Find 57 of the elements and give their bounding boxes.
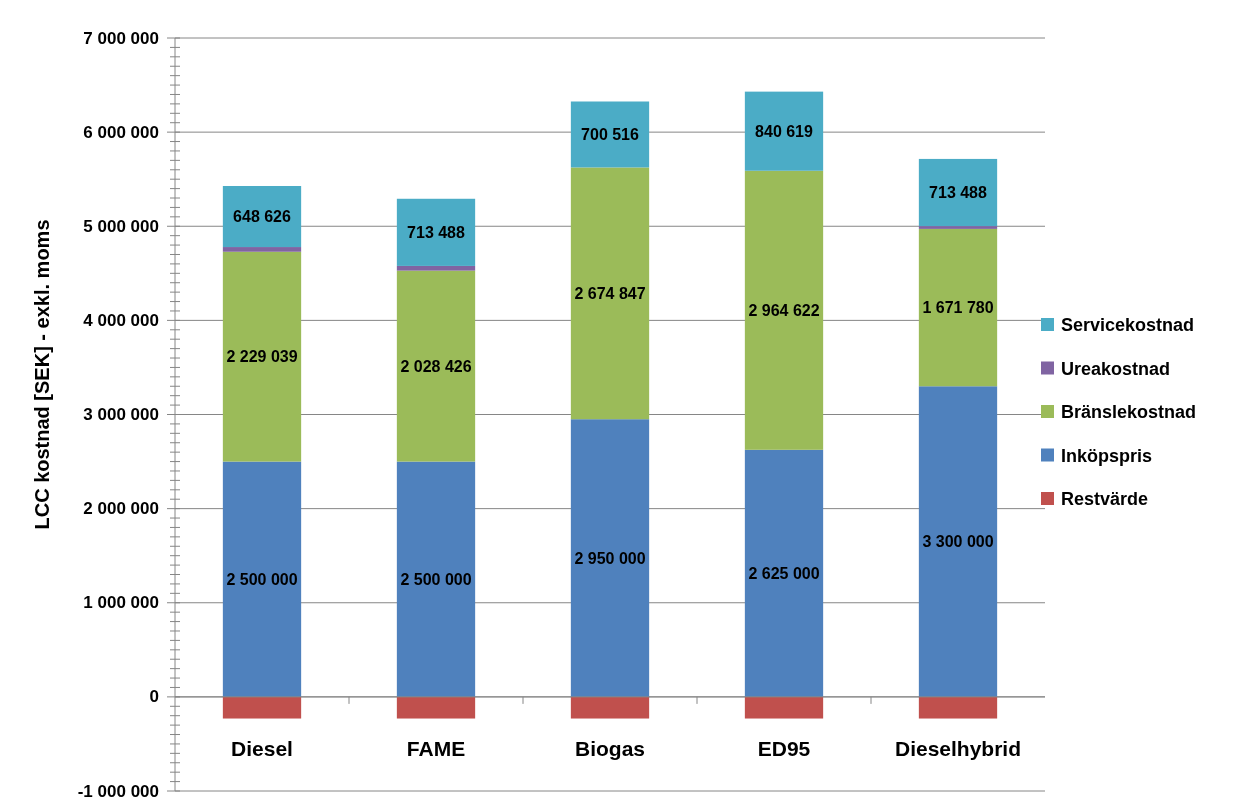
- bar: [222, 696, 302, 719]
- x-tick-label: Dieselhybrid: [894, 736, 1022, 760]
- legend-label: Bränslekostnad: [1061, 402, 1197, 422]
- x-tick-label: ED95: [757, 736, 811, 760]
- data-label: 3 300 000: [922, 533, 994, 551]
- x-tick-label: Diesel: [231, 736, 293, 760]
- y-tick-label: 1 000 000: [83, 593, 159, 613]
- bar: [744, 91, 824, 171]
- bar: [570, 696, 650, 719]
- y-tick-label: -1 000 000: [77, 781, 159, 801]
- bar: [396, 198, 476, 266]
- bar: [570, 101, 650, 168]
- data-label: 2 028 426: [400, 357, 472, 375]
- data-label: 2 500 000: [226, 570, 298, 588]
- data-label: 2 229 039: [226, 348, 298, 366]
- legend-label: Restvärde: [1061, 489, 1149, 509]
- x-tick-label: FAME: [406, 736, 466, 760]
- y-tick-label: 0: [149, 687, 159, 707]
- bar: [396, 270, 476, 462]
- data-label: 2 674 847: [574, 284, 646, 302]
- bar: [918, 228, 998, 387]
- bar: [396, 696, 476, 719]
- bar: [396, 265, 476, 271]
- legend-label: Servicekostnad: [1061, 315, 1195, 335]
- bar: [222, 247, 302, 252]
- data-label: 648 626: [233, 208, 292, 226]
- bar: [918, 696, 998, 719]
- data-label: 2 625 000: [748, 564, 820, 582]
- y-tick-label: 2 000 000: [83, 499, 159, 519]
- bar: [570, 419, 650, 697]
- data-label: 713 488: [929, 184, 988, 201]
- bar: [918, 158, 998, 227]
- y-tick-label: 6 000 000: [83, 122, 159, 142]
- bar: [918, 226, 998, 229]
- legend-label: Inköpspris: [1061, 445, 1153, 466]
- bar: [396, 461, 476, 697]
- bar: [744, 170, 824, 450]
- y-tick-label: 4 000 000: [83, 310, 159, 330]
- y-tick-label: 3 000 000: [83, 405, 159, 424]
- bar: [744, 696, 824, 719]
- data-label: 700 516: [581, 125, 640, 143]
- y-tick-label: 5 000 000: [83, 216, 159, 236]
- bar: [918, 386, 998, 697]
- y-axis-title: LCC kostnad [SEK] - exkl. moms: [31, 219, 53, 530]
- data-label: 2 500 000: [400, 570, 472, 588]
- y-tick-label: 7 000 000: [83, 28, 159, 48]
- legend-label: Ureakostnad: [1061, 358, 1171, 379]
- data-label: 840 619: [755, 122, 814, 140]
- bar: [222, 251, 302, 462]
- bar: [744, 449, 824, 697]
- data-label: 713 488: [407, 223, 466, 241]
- x-tick-label: Biogas: [574, 736, 646, 760]
- bar: [222, 461, 302, 697]
- data-label: 2 964 622: [748, 301, 820, 319]
- data-label: 1 671 780: [922, 299, 994, 317]
- data-label: 2 950 000: [574, 549, 646, 567]
- bar: [570, 167, 650, 420]
